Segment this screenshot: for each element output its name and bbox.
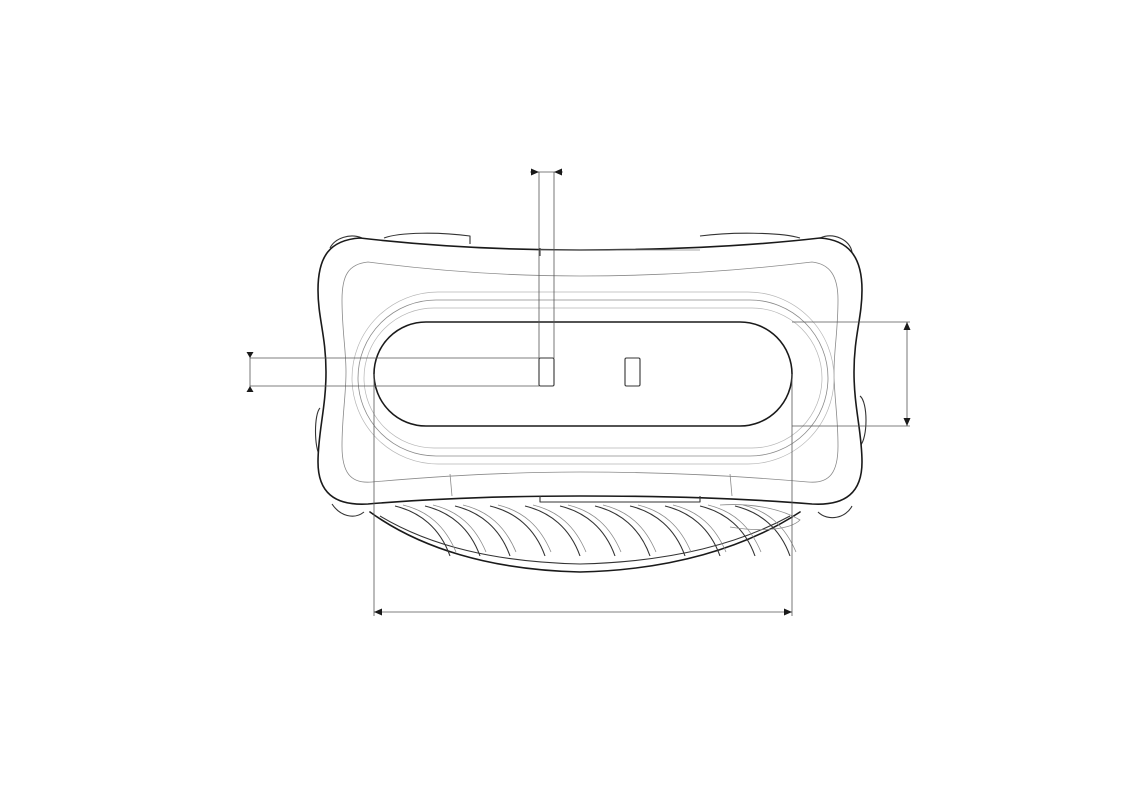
base-rib-edge: [742, 504, 797, 553]
base-rib-edge: [672, 504, 727, 553]
base-rib-edge: [432, 504, 487, 553]
base-rib: [489, 505, 546, 557]
base-rib: [664, 505, 721, 557]
corner-tabs: [314, 232, 867, 519]
base-rib: [394, 505, 451, 557]
base-ribs: [394, 504, 797, 557]
base-rib: [424, 505, 481, 557]
base-rib-edge: [532, 504, 587, 553]
base-rib: [524, 505, 581, 557]
base-rib-edge: [567, 504, 622, 553]
base-rib: [734, 505, 791, 557]
base-rib-edge: [707, 504, 762, 553]
base-rib-edge: [602, 504, 657, 553]
contact-pins: [538, 357, 641, 387]
base-rib-edge: [637, 504, 692, 553]
main-slot: [373, 321, 793, 427]
base-rib: [454, 505, 511, 557]
slot-height-dimension: [246, 352, 539, 392]
panel-height-dimension: [792, 321, 911, 427]
slot-width-dimension: [373, 374, 793, 616]
slot-rings: [351, 291, 835, 465]
base-rib-edge: [402, 504, 457, 553]
base-rib-edge: [462, 504, 517, 553]
base-rib: [699, 505, 756, 557]
base-rib-edge: [497, 504, 552, 553]
ribbed-base: [369, 504, 801, 573]
dimension-lines: [246, 168, 911, 616]
base-rib: [594, 505, 651, 557]
pin-right: [624, 357, 641, 387]
pin-spacing-dimension: [530, 168, 563, 358]
base-rib: [559, 505, 616, 557]
base-rib: [629, 505, 686, 557]
pin-left: [538, 357, 555, 387]
